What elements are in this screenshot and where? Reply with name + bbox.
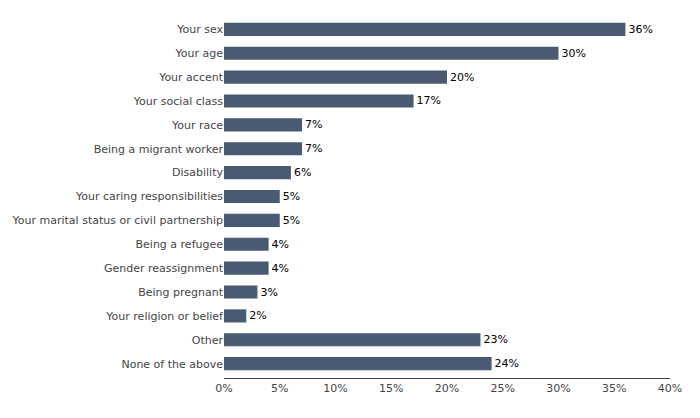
svg-text:5%: 5%	[271, 382, 288, 395]
svg-text:20%: 20%	[450, 71, 474, 84]
svg-text:0%: 0%	[215, 382, 232, 395]
svg-text:Disability: Disability	[172, 166, 223, 179]
svg-text:30%: 30%	[546, 382, 570, 395]
svg-text:35%: 35%	[602, 382, 626, 395]
svg-text:Your religion or belief: Your religion or belief	[105, 310, 224, 323]
svg-text:Your accent: Your accent	[158, 71, 224, 84]
svg-text:Your race: Your race	[171, 119, 223, 132]
svg-text:Gender reassignment: Gender reassignment	[104, 262, 224, 275]
svg-text:5%: 5%	[283, 190, 300, 203]
svg-text:23%: 23%	[483, 333, 507, 346]
svg-text:3%: 3%	[260, 286, 277, 299]
svg-text:4%: 4%	[272, 238, 289, 251]
svg-text:Your caring responsibilities: Your caring responsibilities	[75, 190, 223, 203]
svg-text:20%: 20%	[435, 382, 459, 395]
svg-text:5%: 5%	[283, 214, 300, 227]
svg-text:7%: 7%	[305, 142, 322, 155]
svg-text:10%: 10%	[323, 382, 347, 395]
svg-text:25%: 25%	[491, 382, 515, 395]
svg-text:Your sex: Your sex	[176, 23, 223, 36]
svg-text:Other: Other	[192, 334, 224, 347]
svg-text:6%: 6%	[294, 166, 311, 179]
svg-text:30%: 30%	[562, 47, 586, 60]
svg-text:Being a migrant worker: Being a migrant worker	[94, 143, 224, 156]
svg-text:Being pregnant: Being pregnant	[138, 286, 224, 299]
svg-text:Your social class: Your social class	[133, 95, 223, 108]
svg-text:Your marital status or civil p: Your marital status or civil partnership	[12, 214, 223, 227]
svg-text:4%: 4%	[272, 262, 289, 275]
svg-text:None of the above: None of the above	[121, 358, 223, 371]
svg-text:Your age: Your age	[175, 47, 224, 60]
svg-text:15%: 15%	[379, 382, 403, 395]
svg-text:17%: 17%	[417, 94, 441, 107]
svg-text:40%: 40%	[658, 382, 682, 395]
svg-text:7%: 7%	[305, 118, 322, 131]
svg-text:36%: 36%	[628, 23, 652, 36]
svg-text:2%: 2%	[249, 309, 266, 322]
svg-text:24%: 24%	[495, 357, 519, 370]
svg-text:Being a refugee: Being a refugee	[136, 238, 224, 251]
